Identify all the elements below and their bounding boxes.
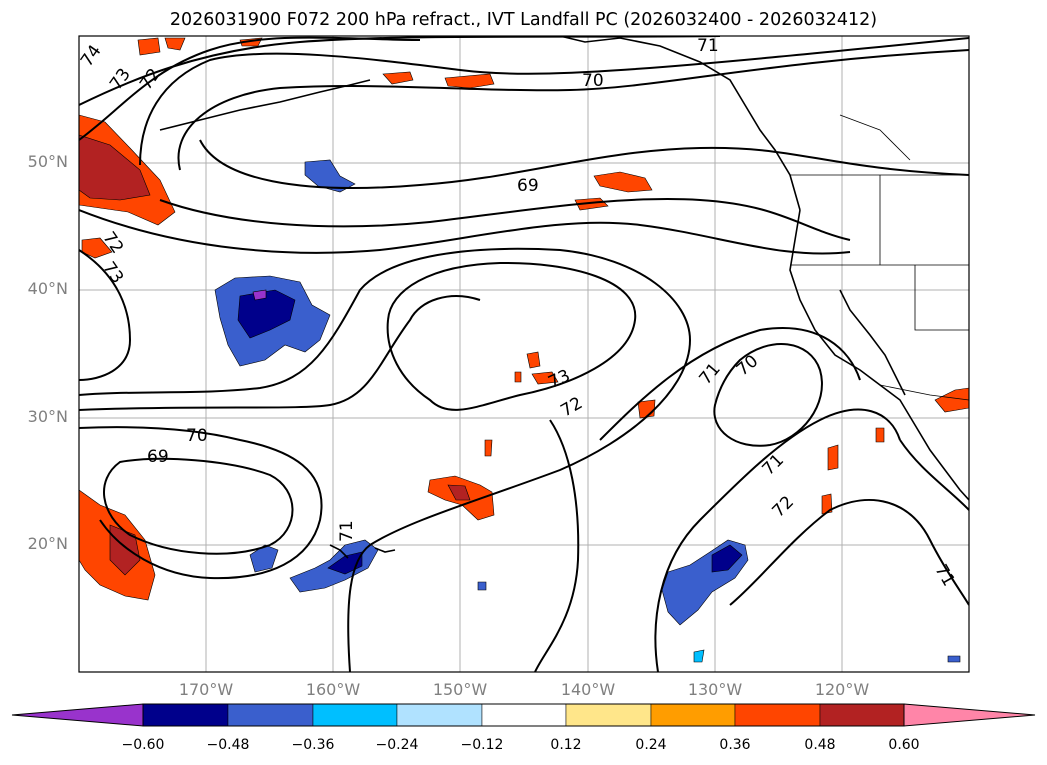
shade-warm-mid-2 xyxy=(531,371,559,385)
refractivity-contours xyxy=(79,36,969,672)
colorbar-bin xyxy=(227,703,314,727)
shade-cool-south-2 xyxy=(693,649,705,663)
shade-warm-nw-core xyxy=(79,134,151,201)
colorbar-bin xyxy=(650,703,736,727)
shade-warm-48n-small xyxy=(574,197,609,211)
colorbar-extend-low xyxy=(11,703,144,727)
lon-tick-label: 160°W xyxy=(305,680,361,699)
shade-warm-mid-3 xyxy=(514,371,522,383)
contour-label: 70 xyxy=(186,426,208,446)
colorbar-tick-label: 0.24 xyxy=(635,737,667,753)
shade-warm-baja xyxy=(934,387,969,413)
shade-warm-mexico-3 xyxy=(875,427,885,443)
lon-tick-label: 170°W xyxy=(178,680,234,699)
coastline-west-us xyxy=(789,209,969,501)
shade-warm-mexico-2 xyxy=(821,493,833,515)
gridlines xyxy=(79,36,969,672)
lat-tick-label: 40°N xyxy=(27,279,68,298)
colorbar-tick-label: −0.12 xyxy=(460,737,504,753)
contour-label: 69 xyxy=(517,176,539,196)
lon-tick-label: 140°W xyxy=(560,680,616,699)
map-title: 2026031900 F072 200 hPa refract., IVT La… xyxy=(169,10,878,30)
contour-label: 71 xyxy=(697,36,719,56)
shade-warm-48n xyxy=(593,171,653,193)
lon-tick-label: 120°W xyxy=(814,680,870,699)
lat-tick-label: 20°N xyxy=(27,534,68,553)
contour-label: 70 xyxy=(582,71,604,91)
colorbar-bin xyxy=(142,703,229,727)
shade-warm-mexico-1 xyxy=(827,444,839,471)
shade-warm-mid-5 xyxy=(484,439,493,457)
shade-warm-sw-core xyxy=(109,524,141,576)
shade-warm-mid-1 xyxy=(526,351,541,369)
shade-cool-south-3 xyxy=(947,655,961,663)
shade-cool-40n-core xyxy=(237,289,296,339)
colorbar-bin xyxy=(819,703,905,727)
anomaly-shading xyxy=(79,37,969,663)
lat-tick-label: 30°N xyxy=(27,407,68,426)
shade-warm-gulf-1 xyxy=(382,71,414,85)
coastline-hawaii xyxy=(329,544,396,559)
coastlines xyxy=(159,36,969,559)
colorbar-tick-label: −0.24 xyxy=(375,737,419,753)
colorbar-bin xyxy=(396,703,483,727)
shade-warm-top-2 xyxy=(164,37,186,51)
shade-warm-gulf-2 xyxy=(444,73,495,89)
shade-cool-hawaii-core xyxy=(327,551,363,575)
map-frame xyxy=(78,35,970,673)
lat-tick-label: 50°N xyxy=(27,152,68,171)
shade-cool-south-1 xyxy=(477,581,487,591)
colorbar-tick-label: 0.60 xyxy=(888,737,920,753)
colorbar-tick-label: 0.12 xyxy=(550,737,582,753)
coastline-alaska xyxy=(559,36,801,211)
colorbar-tick-label: 0.36 xyxy=(719,737,751,753)
colorbar-tick-label: −0.60 xyxy=(121,737,165,753)
coastline-aleutians xyxy=(159,79,371,131)
lon-tick-label: 150°W xyxy=(432,680,488,699)
colorbar-tick-label: −0.48 xyxy=(206,737,250,753)
colorbar-tick-label: 0.48 xyxy=(804,737,836,753)
colorbar xyxy=(11,703,1036,727)
contour-label: 69 xyxy=(147,447,169,467)
shade-cool-se-core xyxy=(711,544,743,573)
coastline-baja xyxy=(839,289,906,396)
colorbar-bin xyxy=(565,703,652,727)
colorbar-extend-high xyxy=(903,703,1036,727)
colorbar-bin xyxy=(312,703,398,727)
colorbar-bin xyxy=(734,703,821,727)
shade-warm-nw-small xyxy=(81,237,113,259)
political-borders xyxy=(790,114,969,401)
shade-warm-central-core xyxy=(447,484,471,501)
colorbar-tick-label: −0.36 xyxy=(291,737,335,753)
contour-label: 71 xyxy=(337,520,357,542)
shade-cool-40n-peak xyxy=(252,289,267,301)
shade-warm-mid-4 xyxy=(637,399,656,419)
lon-tick-label: 130°W xyxy=(687,680,743,699)
colorbar-bin xyxy=(481,703,567,727)
shade-warm-top-1 xyxy=(137,37,161,56)
